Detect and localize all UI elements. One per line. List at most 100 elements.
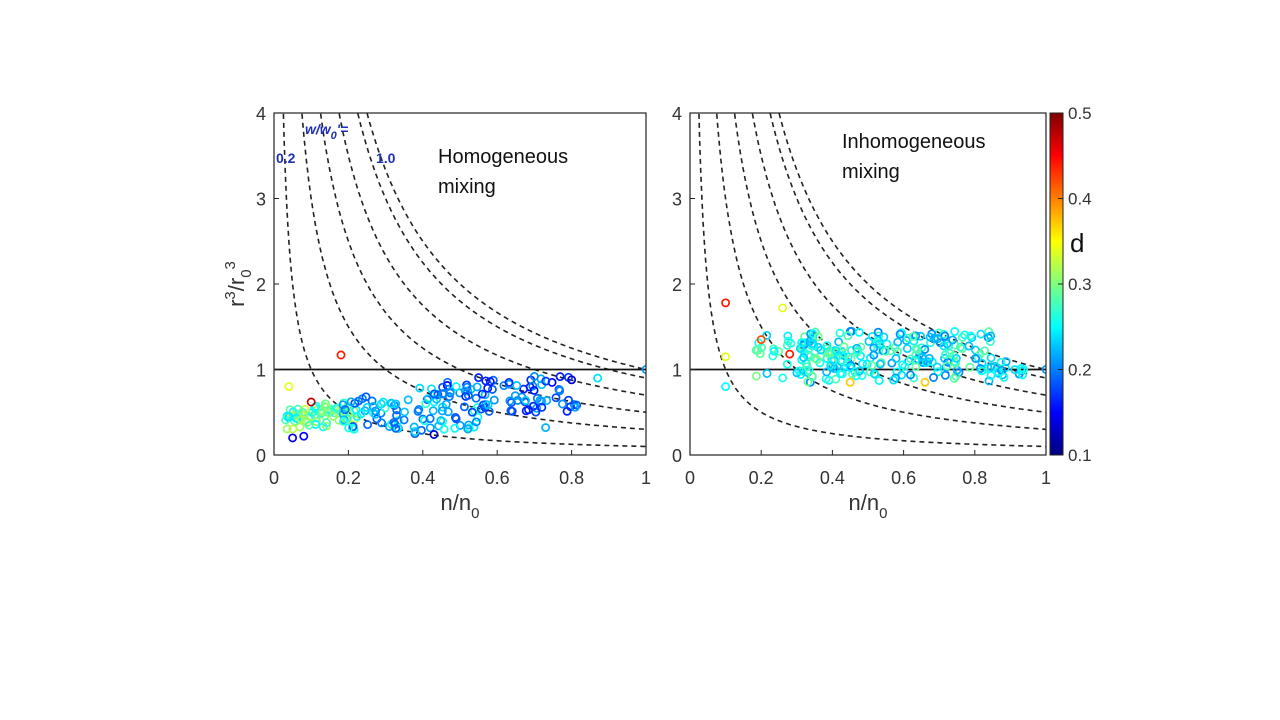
data-point <box>348 422 358 431</box>
y-tick-label: 2 <box>256 275 266 295</box>
data-point <box>304 420 314 430</box>
data-point <box>474 373 484 383</box>
data-point <box>813 332 823 342</box>
data-point <box>869 343 879 353</box>
data-point <box>529 371 539 381</box>
data-point <box>328 411 338 421</box>
data-point <box>867 331 877 341</box>
data-point <box>845 377 855 387</box>
data-point <box>768 351 778 361</box>
data-point <box>960 330 970 340</box>
data-point <box>420 416 430 426</box>
data-point <box>423 394 433 404</box>
data-point <box>721 352 731 362</box>
data-point <box>956 342 965 352</box>
data-point <box>339 416 348 426</box>
data-point <box>299 410 309 420</box>
data-point <box>852 347 862 357</box>
data-point <box>386 398 396 408</box>
data-point <box>371 406 381 416</box>
data-point <box>822 341 832 351</box>
data-point <box>562 406 572 416</box>
data-point <box>893 337 903 347</box>
data-point <box>463 424 473 434</box>
curve-label-low: 0.2 <box>276 150 296 166</box>
data-point <box>429 430 439 439</box>
data-point <box>984 376 994 386</box>
data-point <box>874 331 884 341</box>
data-point <box>797 355 807 365</box>
dashed-curve-w-0.5 <box>733 113 1046 414</box>
data-point <box>949 373 959 383</box>
right-annotation: Inhomogeneous mixing <box>842 131 991 183</box>
data-point <box>471 417 481 427</box>
data-point <box>450 423 460 433</box>
data-point <box>299 431 309 441</box>
data-point <box>939 341 949 351</box>
data-point <box>880 346 890 356</box>
data-point <box>976 329 986 339</box>
data-point <box>288 433 298 443</box>
data-point <box>1016 363 1026 373</box>
data-point <box>902 344 912 354</box>
data-point <box>933 334 943 343</box>
data-point <box>389 418 399 427</box>
data-point <box>845 363 855 372</box>
data-point <box>338 400 348 410</box>
x-tick-label: 0.6 <box>891 468 916 488</box>
x-tick-label: 0.2 <box>336 468 361 488</box>
data-point <box>551 393 561 403</box>
data-point <box>911 362 921 372</box>
data-point <box>641 365 646 374</box>
x-tick-label: 0.2 <box>749 468 774 488</box>
data-point <box>854 327 864 337</box>
data-point <box>1001 357 1011 367</box>
data-point <box>948 335 958 345</box>
data-point <box>403 395 413 405</box>
data-point <box>528 381 538 391</box>
data-point <box>993 367 1003 377</box>
data-point <box>869 369 879 379</box>
y-tick-label: 3 <box>672 190 682 210</box>
data-point <box>288 424 298 434</box>
data-point <box>306 397 316 407</box>
data-point <box>873 327 883 337</box>
data-point <box>858 359 868 369</box>
data-point <box>363 420 373 430</box>
data-point <box>564 395 573 405</box>
data-point <box>512 381 522 390</box>
data-point <box>400 407 409 417</box>
x-tick-label: 0.8 <box>962 468 987 488</box>
data-point <box>783 336 793 346</box>
data-point <box>756 335 766 345</box>
data-point <box>537 396 546 406</box>
data-point <box>778 373 788 383</box>
data-point <box>906 354 916 364</box>
right-panel: 0 0.2 0.4 0.6 0.8 1 0 1 2 3 4 n/n0 Inhomogeneous m… <box>672 104 1051 522</box>
data-point <box>510 391 520 401</box>
data-point <box>751 371 761 381</box>
data-point <box>346 397 356 407</box>
data-point <box>531 407 541 417</box>
data-point <box>415 383 425 393</box>
data-point <box>964 341 974 351</box>
data-point <box>782 340 792 350</box>
x-tick-label: 0.8 <box>559 468 584 488</box>
y-tick-label: 1 <box>256 361 266 381</box>
data-point <box>831 374 841 384</box>
data-point <box>567 375 577 385</box>
data-point <box>362 402 372 412</box>
data-point <box>826 360 836 370</box>
data-point <box>392 405 402 415</box>
data-point <box>282 424 292 434</box>
y-tick-label: 4 <box>672 104 682 124</box>
data-point <box>483 383 493 393</box>
data-point <box>391 423 401 433</box>
data-point <box>721 298 731 308</box>
data-point <box>769 346 779 356</box>
data-point <box>812 355 822 365</box>
data-point <box>839 342 849 352</box>
data-point <box>450 412 460 422</box>
colorbar-tick-label: 0.4 <box>1068 190 1092 209</box>
data-point <box>843 331 853 341</box>
